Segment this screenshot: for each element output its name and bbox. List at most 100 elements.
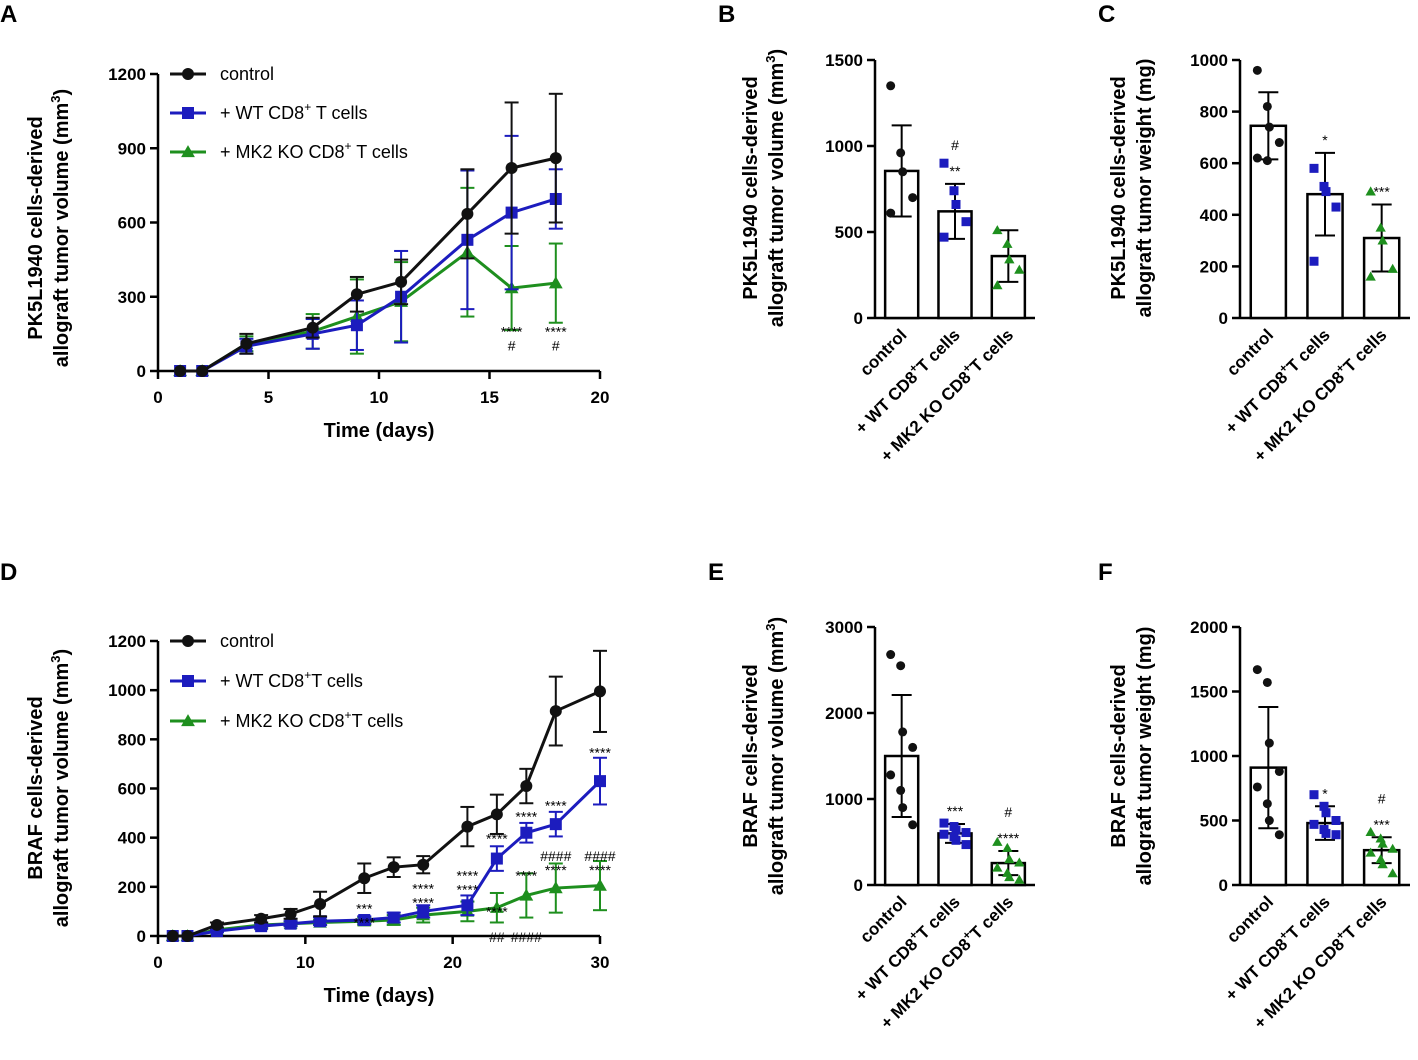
data-point: [1252, 153, 1262, 163]
data-point: [896, 785, 906, 795]
data-point: [1321, 187, 1331, 197]
data-point: [489, 900, 504, 913]
significance-label: ****: [545, 323, 567, 339]
legend-marker: [181, 714, 195, 727]
data-point: [1365, 271, 1376, 281]
data-point: [1252, 665, 1262, 675]
data-point: [350, 319, 363, 332]
x-tick-label: 20: [591, 388, 610, 407]
data-point: [593, 878, 607, 891]
significance-label: *: [1322, 785, 1328, 801]
legend-label: + MK2 KO CD8+T cells: [220, 708, 403, 731]
data-point: [1014, 264, 1025, 274]
panel-label: F: [1098, 559, 1113, 586]
y-axis-label: allograft tumor weight (mg): [1134, 627, 1156, 886]
legend-marker: [182, 635, 194, 647]
legend-marker: [182, 68, 194, 80]
panel-E: E 0 1000 2000 3000 BRAF cells-derived allograf…: [708, 559, 1035, 1033]
data-point: [898, 727, 908, 737]
data-point: [1252, 65, 1262, 75]
data-point: [358, 914, 371, 927]
data-point: [1014, 874, 1025, 884]
panel-label: B: [718, 1, 735, 28]
significance-label: ####: [540, 848, 571, 864]
data-point: [886, 208, 896, 218]
bar-group-control: [1249, 65, 1288, 320]
data-point: [896, 148, 906, 158]
panel-label: C: [1098, 1, 1115, 28]
data-point: [1365, 186, 1376, 196]
significance-label: ****: [545, 862, 567, 878]
significance-label: ##: [489, 929, 505, 945]
data-point: [1004, 254, 1015, 264]
data-point: [1309, 256, 1319, 266]
legend-item-ko: + MK2 KO CD8+ T cells: [170, 139, 408, 162]
category-label: control: [856, 892, 910, 946]
data-point: [1262, 101, 1272, 111]
data-point: [1264, 816, 1274, 825]
data-point: [1321, 828, 1331, 838]
data-point: [908, 193, 918, 203]
y-axis-label: BRAF cells-derived: [25, 696, 47, 879]
data-point: [395, 275, 408, 288]
data-point: [1331, 816, 1341, 825]
y-tick-label: 1000: [825, 790, 863, 809]
y-tick-label: 0: [854, 309, 863, 328]
y-tick-label: 300: [118, 288, 146, 307]
data-point: [505, 162, 518, 175]
significance-label: ****: [545, 798, 567, 814]
y-axis-label: BRAF cells-derived: [1108, 664, 1130, 847]
significance-label: ***: [947, 803, 964, 819]
bar-group-wt: ***: [937, 803, 973, 887]
significance-label: ####: [511, 929, 542, 945]
significance-label: ****: [501, 323, 523, 339]
data-point: [1309, 819, 1319, 829]
y-tick-label: 0: [1219, 876, 1228, 895]
y-tick-label: 600: [1200, 154, 1228, 173]
x-tick-label: 0: [153, 388, 162, 407]
y-axis-label: BRAF cells-derived: [740, 664, 762, 847]
data-point: [992, 836, 1003, 846]
data-point: [255, 912, 268, 925]
data-point: [1309, 790, 1319, 800]
category-label: control: [856, 325, 910, 379]
data-point: [1375, 222, 1386, 232]
y-tick-label: 500: [1200, 812, 1228, 831]
data-point: [992, 862, 1003, 872]
series-line: [180, 197, 557, 373]
data-point: [886, 81, 896, 91]
legend-label: + MK2 KO CD8+ T cells: [220, 139, 408, 162]
panel-F: F 0 500 1000 1500 2000 BRAF cells-derived allog…: [1098, 559, 1410, 1033]
significance-label: ***: [1373, 816, 1390, 832]
bar-group-ko: # ****: [990, 804, 1027, 887]
bar-group-control: [883, 650, 920, 887]
y-tick-label: 400: [118, 829, 146, 848]
x-tick-label: 10: [296, 953, 315, 972]
panel-label: E: [708, 559, 724, 586]
data-point: [961, 828, 971, 838]
data-point: [1274, 766, 1284, 776]
series-control: [166, 649, 607, 942]
series-line: [180, 156, 557, 373]
x-tick-label: 10: [370, 388, 389, 407]
data-point: [1319, 801, 1329, 811]
significance-label: ****: [353, 914, 375, 930]
significance-label: #: [552, 337, 560, 353]
bar-group-control: [883, 81, 920, 320]
data-point: [1004, 872, 1015, 882]
bar-group-wt: *: [1306, 785, 1344, 887]
panel-A: A 0 5 10 15 20 0 300 600 900 1200 Time (days) PK5L19…: [0, 1, 609, 442]
data-point: [898, 803, 908, 813]
y-tick-label: 200: [118, 878, 146, 897]
data-point: [961, 840, 971, 850]
legend-label: + WT CD8+T cells: [220, 668, 363, 691]
significance-label: ***: [1373, 183, 1390, 199]
x-tick-label: 30: [591, 953, 610, 972]
data-point: [1252, 782, 1262, 792]
significance-label: *: [1322, 132, 1328, 148]
x-axis-label: Time (days): [324, 985, 435, 1007]
legend-label: control: [220, 64, 274, 84]
y-tick-label: 1000: [108, 681, 146, 700]
data-point: [549, 152, 562, 165]
significance-label: ***: [356, 900, 373, 916]
